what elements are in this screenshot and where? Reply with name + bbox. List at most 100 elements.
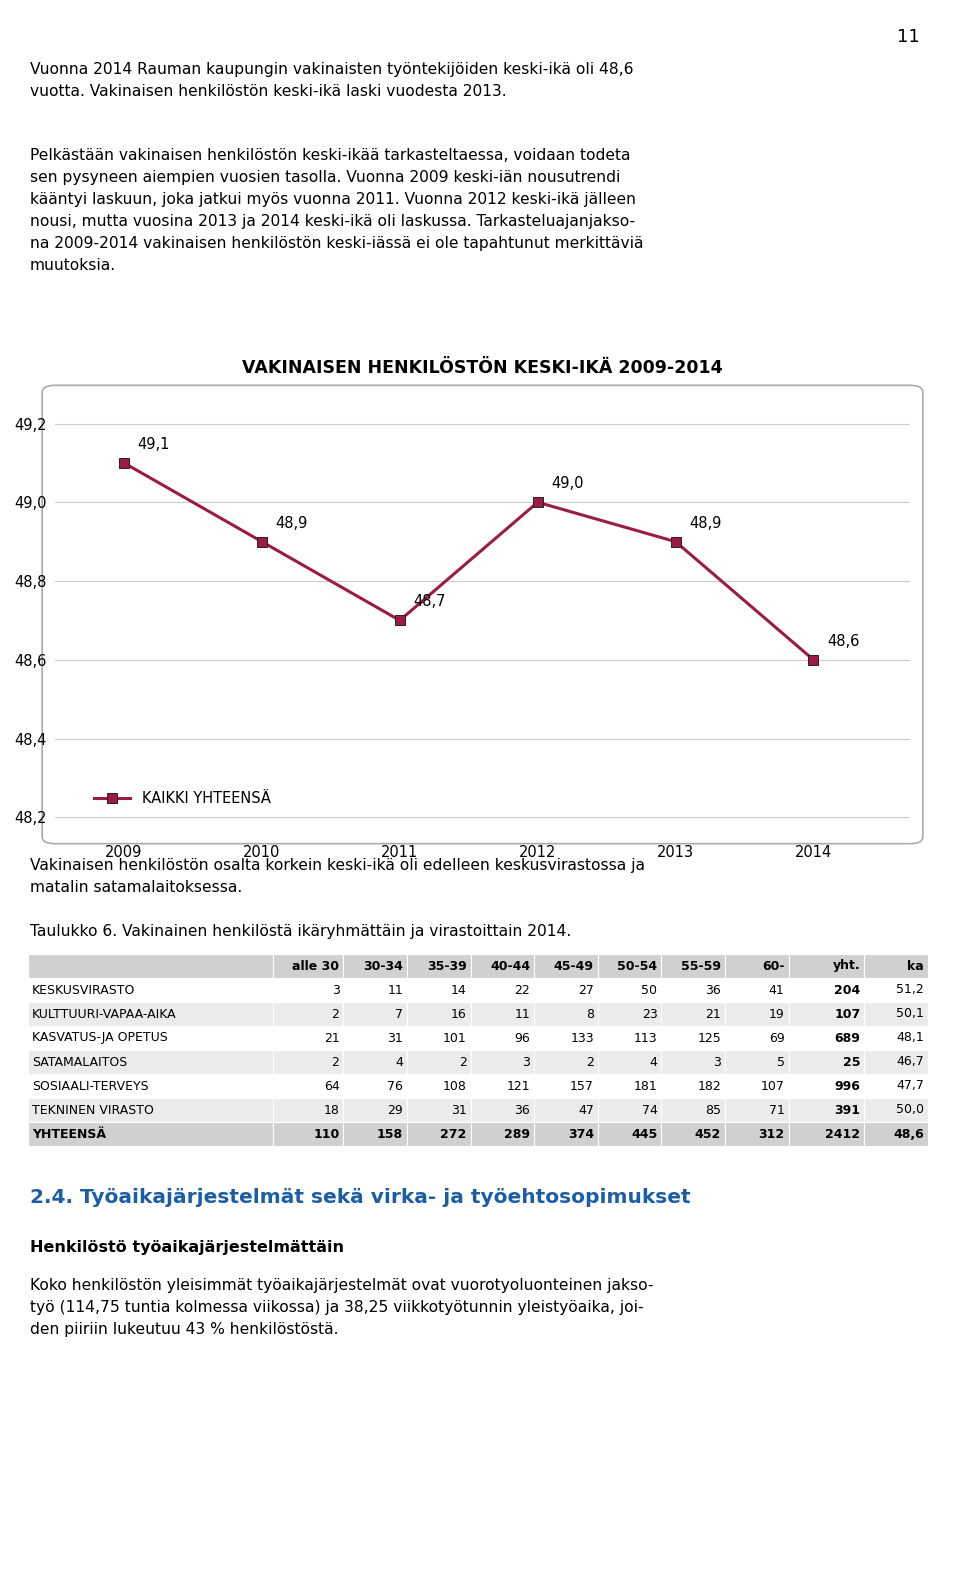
Bar [470, 979, 535, 1002]
Bar [344, 1026, 407, 1050]
Text: 3: 3 [713, 1056, 721, 1069]
Bar [661, 1121, 725, 1147]
Text: 36: 36 [515, 1104, 530, 1117]
Text: 49,0: 49,0 [551, 476, 584, 492]
Bar [273, 1121, 344, 1147]
Bar [864, 1026, 928, 1050]
Text: 69: 69 [769, 1031, 784, 1045]
Text: 11: 11 [387, 983, 403, 996]
Bar [470, 1098, 535, 1121]
Text: 181: 181 [634, 1080, 658, 1093]
Text: na 2009-2014 vakinaisen henkilöstön keski-iässä ei ole tapahtunut merkittäviä: na 2009-2014 vakinaisen henkilöstön kesk… [30, 236, 643, 251]
Text: 48,1: 48,1 [897, 1031, 924, 1045]
Text: 5: 5 [777, 1056, 784, 1069]
Text: 50: 50 [641, 983, 658, 996]
Bar [864, 1074, 928, 1098]
Bar [407, 1098, 470, 1121]
Text: 60-: 60- [762, 960, 784, 972]
Bar [725, 1002, 788, 1026]
Bar [598, 1074, 661, 1098]
Bar [407, 1026, 470, 1050]
Bar [725, 955, 788, 979]
Bar [344, 1121, 407, 1147]
Text: 113: 113 [634, 1031, 658, 1045]
Text: 11: 11 [515, 1007, 530, 1020]
Text: 45-49: 45-49 [554, 960, 594, 972]
Bar [407, 1050, 470, 1074]
Text: 108: 108 [443, 1080, 467, 1093]
Text: 46,7: 46,7 [897, 1056, 924, 1069]
Text: 2: 2 [331, 1007, 340, 1020]
Bar [273, 1074, 344, 1098]
Text: Vakinaisen henkilöstön osalta korkein keski-ikä oli edelleen keskusvirastossa ja: Vakinaisen henkilöstön osalta korkein ke… [30, 858, 645, 872]
Text: 55-59: 55-59 [681, 960, 721, 972]
Text: 133: 133 [570, 1031, 594, 1045]
Bar [788, 979, 864, 1002]
Bar [407, 979, 470, 1002]
Text: den piiriin lukeutuu 43 % henkilöstöstä.: den piiriin lukeutuu 43 % henkilöstöstä. [30, 1323, 339, 1337]
Text: 121: 121 [507, 1080, 530, 1093]
Text: SATAMALAITOS: SATAMALAITOS [32, 1056, 128, 1069]
Bar [470, 1002, 535, 1026]
Text: 19: 19 [769, 1007, 784, 1020]
Bar [470, 1050, 535, 1074]
Bar [28, 1026, 273, 1050]
Bar [28, 1074, 273, 1098]
Text: ka: ka [907, 960, 924, 972]
Text: 50,1: 50,1 [896, 1007, 924, 1020]
Bar [273, 1002, 344, 1026]
Text: 64: 64 [324, 1080, 340, 1093]
Bar [788, 1121, 864, 1147]
Text: 689: 689 [834, 1031, 860, 1045]
Text: 445: 445 [631, 1128, 658, 1140]
Text: KULTTUURI-VAPAA-AIKA: KULTTUURI-VAPAA-AIKA [32, 1007, 177, 1020]
Bar [864, 1098, 928, 1121]
Text: 48,6: 48,6 [828, 634, 859, 649]
Bar [273, 979, 344, 1002]
Text: 996: 996 [834, 1080, 860, 1093]
Bar [273, 1098, 344, 1121]
Text: muutoksia.: muutoksia. [30, 259, 116, 273]
Bar [725, 1050, 788, 1074]
Bar [864, 1002, 928, 1026]
Bar [788, 1074, 864, 1098]
Text: Koko henkilöstön yleisimmät työaikajärjestelmät ovat vuorotyoluonteinen jakso-: Koko henkilöstön yleisimmät työaikajärje… [30, 1278, 654, 1293]
Bar [273, 1026, 344, 1050]
Text: 107: 107 [834, 1007, 860, 1020]
Bar [598, 1121, 661, 1147]
Bar [661, 1098, 725, 1121]
Bar [344, 1050, 407, 1074]
Bar [598, 1026, 661, 1050]
Legend: KAIKKI YHTEENSÄ: KAIKKI YHTEENSÄ [88, 785, 276, 812]
Text: 76: 76 [387, 1080, 403, 1093]
Bar [788, 955, 864, 979]
Text: 289: 289 [504, 1128, 530, 1140]
Bar [725, 1098, 788, 1121]
Text: 2412: 2412 [826, 1128, 860, 1140]
Text: 16: 16 [451, 1007, 467, 1020]
Bar [788, 1002, 864, 1026]
Text: Vuonna 2014 Rauman kaupungin vakinaisten työntekijöiden keski-ikä oli 48,6: Vuonna 2014 Rauman kaupungin vakinaisten… [30, 62, 634, 78]
Bar [273, 1050, 344, 1074]
Text: 48,9: 48,9 [689, 515, 722, 531]
Text: 2: 2 [331, 1056, 340, 1069]
Bar [864, 1121, 928, 1147]
Text: Henkilöstö työaikajärjestelmättäin: Henkilöstö työaikajärjestelmättäin [30, 1240, 344, 1255]
Text: alle 30: alle 30 [293, 960, 340, 972]
Bar [598, 1098, 661, 1121]
Bar [535, 955, 598, 979]
Text: 101: 101 [443, 1031, 467, 1045]
Bar [725, 979, 788, 1002]
Text: 158: 158 [377, 1128, 403, 1140]
Text: 31: 31 [387, 1031, 403, 1045]
Bar [661, 979, 725, 1002]
Bar [661, 1050, 725, 1074]
Text: 85: 85 [705, 1104, 721, 1117]
Bar [788, 1098, 864, 1121]
Bar [344, 1002, 407, 1026]
Text: 107: 107 [760, 1080, 784, 1093]
Text: 157: 157 [570, 1080, 594, 1093]
Text: 391: 391 [834, 1104, 860, 1117]
Bar [535, 1050, 598, 1074]
Text: kääntyi laskuun, joka jatkui myös vuonna 2011. Vuonna 2012 keski-ikä jälleen: kääntyi laskuun, joka jatkui myös vuonna… [30, 192, 636, 208]
